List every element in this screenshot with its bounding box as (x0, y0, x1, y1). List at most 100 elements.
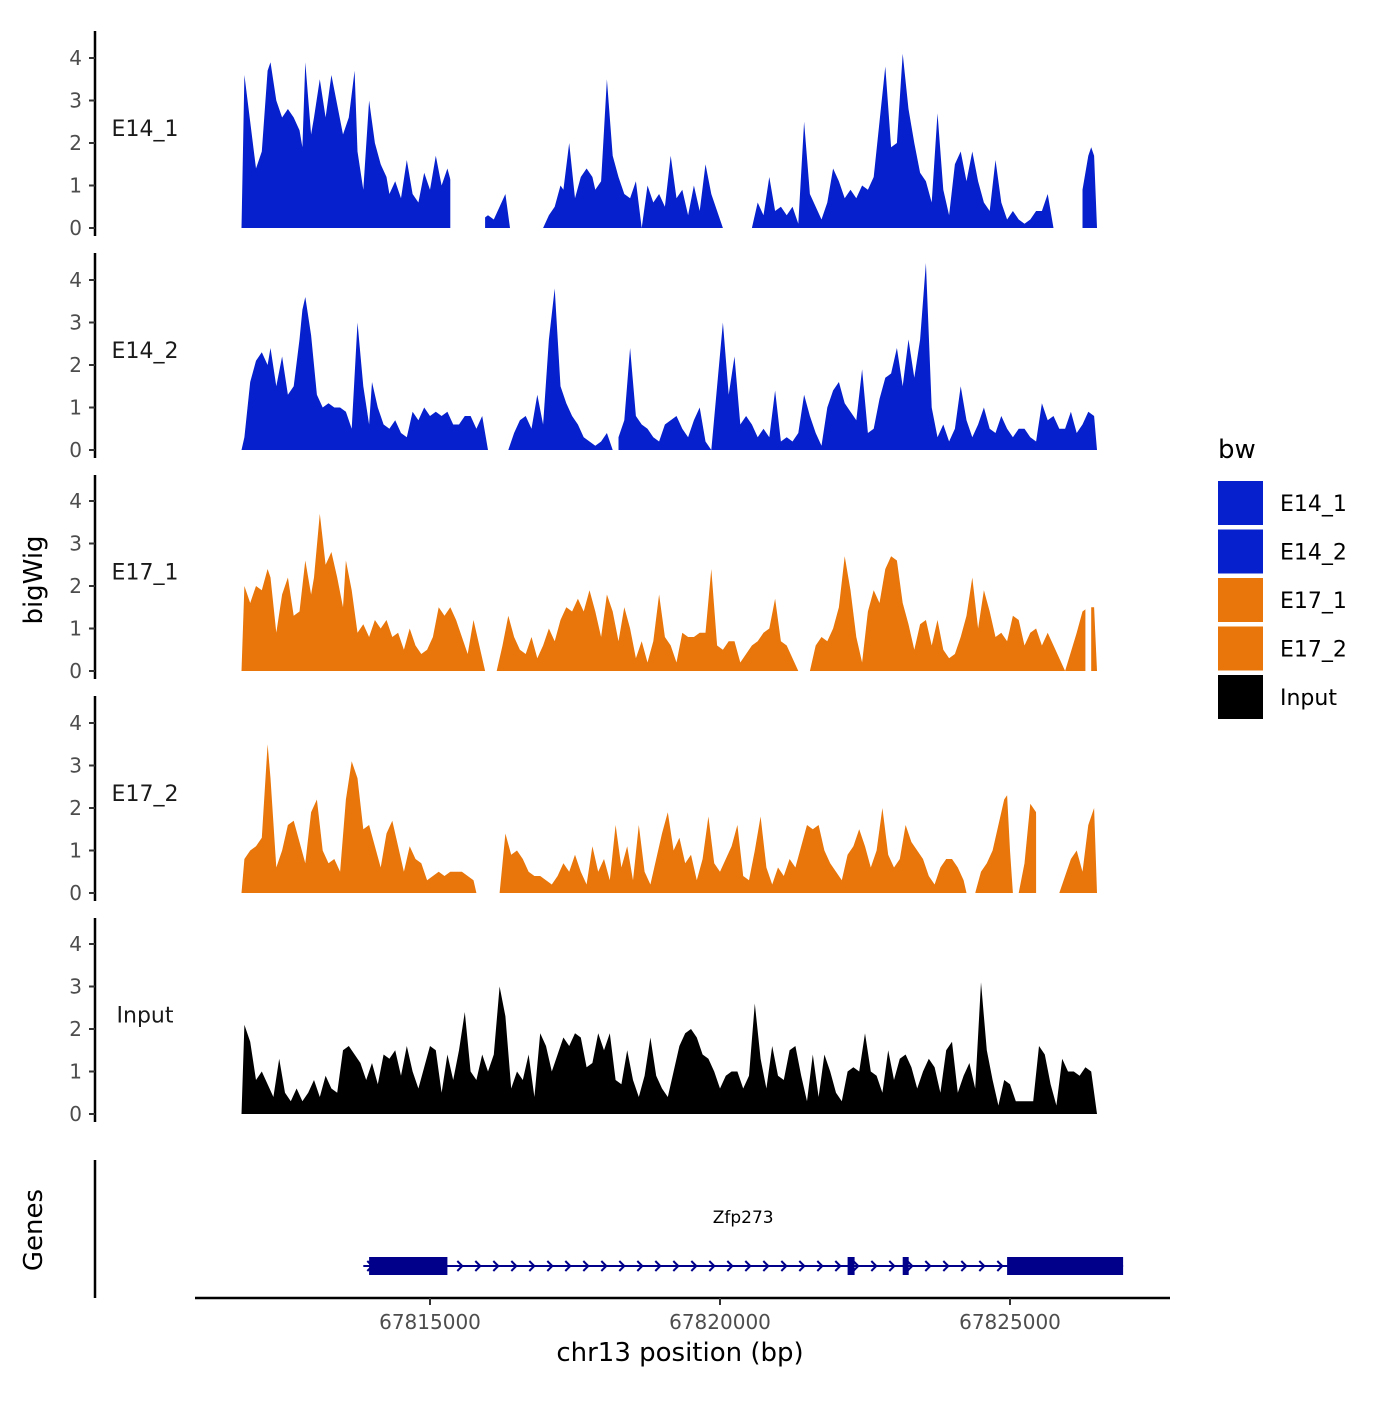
strand-arrow (564, 1260, 572, 1272)
gene-exon (847, 1257, 855, 1275)
track-input: 0 1 2 3 4 Input (69, 918, 1097, 1126)
y-tick-label: 1 (69, 839, 82, 863)
gene-exon (369, 1257, 448, 1275)
legend-swatch (1218, 675, 1263, 719)
legend-swatch (1218, 578, 1263, 622)
legend-swatch (1218, 481, 1263, 525)
strand-arrow (762, 1260, 770, 1272)
legend-item-e17-1: E17_1 (1218, 578, 1347, 622)
strand-arrow (780, 1260, 788, 1272)
y-tick-label: 0 (69, 1102, 82, 1126)
strand-arrow (546, 1260, 554, 1272)
tracks-layer: 0 1 2 3 4 E14_1 0 1 2 3 4 E14_2 0 1 2 3 4 E17_1 0 1 2 3 4 E17_2… (69, 23, 1097, 1126)
strand-arrow (870, 1260, 878, 1272)
signal-area-Input (241, 982, 1097, 1114)
x-tick-label: 67820000 (669, 1310, 771, 1334)
y-tick-label: 3 (69, 975, 82, 999)
strand-arrow (942, 1260, 950, 1272)
y-tick-label: 3 (69, 754, 82, 778)
track-label: E14_1 (112, 117, 179, 142)
y-tick-label: 4 (69, 489, 82, 513)
legend-item-input: Input (1218, 675, 1337, 719)
strand-arrow (960, 1260, 968, 1272)
coverage-gap (1085, 467, 1092, 672)
y-tick-label: 4 (69, 711, 82, 735)
legend-title: bw (1218, 435, 1256, 465)
x-tick-label: 67825000 (959, 1310, 1061, 1334)
legend-item-e17-2: E17_2 (1218, 626, 1347, 671)
y-tick-label: 0 (69, 438, 82, 462)
strand-arrow (492, 1260, 500, 1272)
strand-arrow (618, 1260, 626, 1272)
y-tick-label: 4 (69, 268, 82, 292)
y-tick-label: 2 (69, 131, 82, 155)
legend-items: E14_1 E14_2 E17_1 E17_2 Input (1218, 481, 1347, 719)
x-tick-label: 67815000 (379, 1310, 481, 1334)
strand-arrow (816, 1260, 824, 1272)
y-axis-title: bigWig (19, 535, 49, 624)
y-tick-label: 3 (69, 311, 82, 335)
strand-arrow (906, 1260, 914, 1272)
strand-arrow (456, 1260, 464, 1272)
y-tick-label: 4 (69, 932, 82, 956)
legend-swatch (1218, 529, 1263, 574)
x-axis: 67815000 67820000 67825000 (195, 1296, 1170, 1334)
track-e14-1: 0 1 2 3 4 E14_1 (69, 23, 1097, 240)
strand-arrow (888, 1260, 896, 1272)
x-axis-title: chr13 position (bp) (556, 1338, 803, 1368)
coverage-gap (743, 23, 752, 229)
strand-arrow (834, 1260, 842, 1272)
signal-area-E14_2 (241, 263, 1097, 450)
legend-label: E14_1 (1280, 492, 1347, 517)
strand-arrow (744, 1260, 752, 1272)
y-tick-label: 1 (69, 1060, 82, 1084)
strand-arrow (726, 1260, 734, 1272)
strand-arrow (978, 1260, 986, 1272)
legend-label: E17_2 (1280, 638, 1347, 663)
genes-track-title: Genes (19, 1189, 49, 1271)
coverage-gap (488, 467, 494, 672)
y-tick-label: 3 (69, 89, 82, 113)
strand-arrow (600, 1260, 608, 1272)
y-tick-label: 1 (69, 617, 82, 641)
coverage-gap (490, 245, 506, 451)
legend-item-e14-2: E14_2 (1218, 529, 1347, 574)
coverage-gap (1036, 688, 1054, 894)
strand-arrow (636, 1260, 644, 1272)
strand-arrow (528, 1260, 536, 1272)
legend-swatch (1218, 626, 1263, 671)
y-tick-label: 2 (69, 796, 82, 820)
strand-arrow (690, 1260, 698, 1272)
y-tick-label: 3 (69, 532, 82, 556)
strand-arrow (996, 1260, 1004, 1272)
coverage-gap (450, 23, 486, 229)
strand-arrow (474, 1260, 482, 1272)
gene-exon (902, 1257, 909, 1275)
strand-arrow (708, 1260, 716, 1272)
y-tick-label: 2 (69, 353, 82, 377)
gene-exon (1007, 1257, 1124, 1275)
gene-name-label: Zfp273 (713, 1208, 774, 1228)
y-tick-label: 0 (69, 659, 82, 683)
track-e14-2: 0 1 2 3 4 E14_2 (69, 245, 1097, 462)
signal-area-E17_1 (241, 513, 1097, 671)
strand-arrow (510, 1260, 518, 1272)
y-tick-label: 2 (69, 1017, 82, 1041)
y-tick-label: 2 (69, 574, 82, 598)
strand-arrow (924, 1260, 932, 1272)
y-tick-label: 0 (69, 216, 82, 240)
gene-zfp273: Zfp273 (363, 1208, 1124, 1275)
track-label: E17_1 (112, 561, 179, 586)
track-e17-2: 0 1 2 3 4 E17_2 (69, 688, 1097, 905)
track-e17-1: 0 1 2 3 4 E17_1 (69, 467, 1097, 683)
coverage-gap (479, 688, 497, 894)
strand-arrow (852, 1260, 860, 1272)
y-tick-label: 1 (69, 396, 82, 420)
legend-label: Input (1280, 686, 1337, 711)
signal-area-E17_2 (241, 744, 1097, 893)
track-label: Input (117, 1004, 174, 1029)
strand-arrow (672, 1260, 680, 1272)
y-tick-label: 4 (69, 46, 82, 70)
